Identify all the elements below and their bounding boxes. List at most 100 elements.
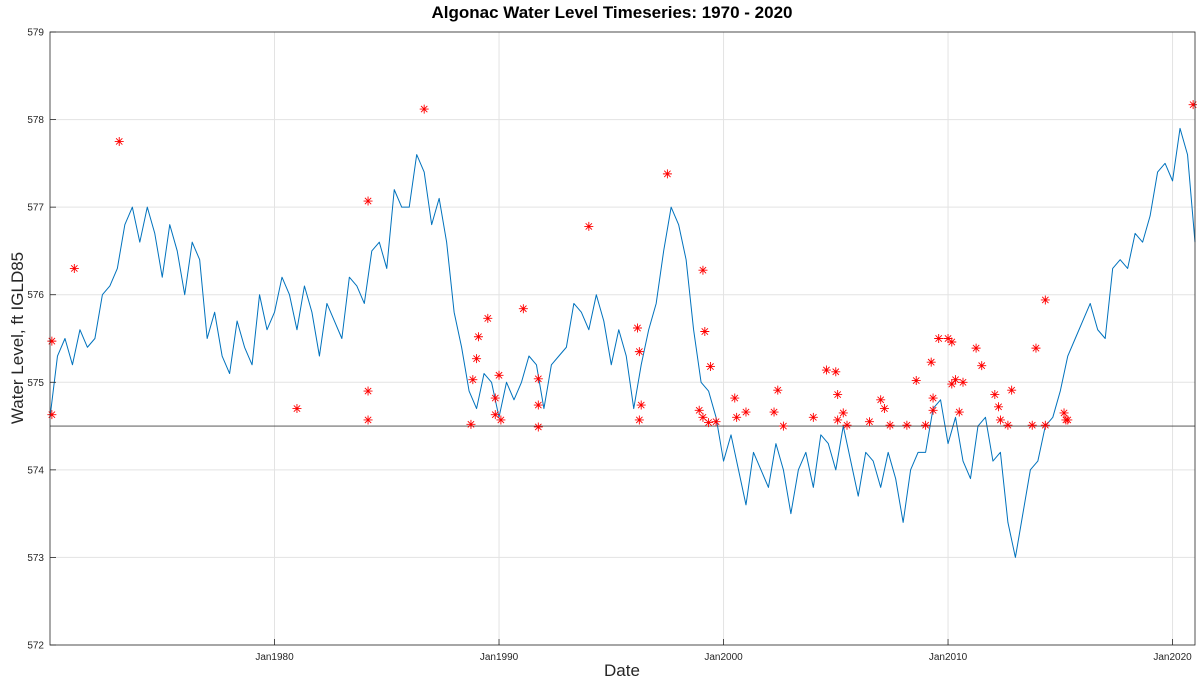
asterisk-marker	[533, 400, 543, 410]
axes: 572 573 574 575 576 577 578 579 Jan1980 Jan1990 Ja…	[27, 28, 1196, 663]
asterisk-marker	[954, 407, 964, 417]
asterisk-marker	[928, 405, 938, 415]
asterisk-marker	[732, 412, 742, 422]
asterisk-marker	[958, 377, 968, 387]
asterisk-marker	[47, 336, 57, 346]
asterisk-marker	[943, 334, 953, 343]
asterisk-marker	[994, 402, 1004, 412]
asterisk-marker	[879, 404, 889, 414]
asterisk-marker	[363, 196, 373, 206]
asterisk-marker	[928, 393, 938, 403]
x-tick-label: Jan2020	[1153, 652, 1192, 663]
asterisk-marker	[926, 357, 936, 367]
x-tick-label: Jan2010	[929, 652, 968, 663]
asterisk-marker	[1007, 385, 1017, 395]
asterisk-marker	[705, 362, 715, 372]
asterisk-marker	[1063, 415, 1073, 425]
asterisk-marker	[821, 365, 831, 375]
y-tick-label: 576	[27, 290, 44, 301]
asterisk-marker	[636, 400, 646, 410]
asterisk-marker	[934, 334, 944, 343]
asterisk-marker	[496, 415, 506, 425]
asterisk-marker	[911, 376, 921, 386]
asterisk-marker	[634, 415, 644, 425]
asterisk-marker	[1059, 408, 1069, 418]
asterisk-marker	[468, 375, 478, 385]
chart-title: Algonac Water Level Timeseries: 1970 - 2…	[432, 3, 793, 22]
water-level-line	[49, 127, 1196, 558]
plot-area	[47, 100, 1197, 558]
asterisk-marker	[842, 420, 852, 430]
asterisk-marker	[494, 370, 504, 380]
asterisk-marker	[662, 169, 672, 179]
y-tick-label: 574	[27, 465, 44, 476]
asterisk-marker	[833, 390, 843, 400]
asterisk-marker	[694, 405, 704, 415]
y-tick-label: 579	[27, 28, 44, 39]
y-tick-label: 577	[27, 203, 44, 214]
asterisk-marker	[921, 420, 931, 430]
asterisk-marker	[1031, 343, 1041, 353]
asterisk-marker	[632, 323, 642, 333]
plot-frame	[49, 31, 1196, 646]
asterisk-marker	[711, 417, 721, 427]
asterisk-marker	[876, 395, 886, 405]
asterisk-marker	[698, 412, 708, 422]
asterisk-marker	[533, 422, 543, 432]
asterisk-marker	[838, 408, 848, 418]
asterisk-marker	[490, 410, 500, 420]
asterisk-marker	[833, 415, 843, 425]
y-axis-label: Water Level, ft IGLD85	[8, 252, 27, 424]
asterisk-marker	[472, 354, 482, 364]
asterisk-marker	[947, 337, 957, 347]
asterisk-marker	[584, 221, 594, 231]
asterisk-marker	[363, 415, 373, 425]
asterisk-marker	[634, 347, 644, 357]
asterisk-marker	[902, 420, 912, 430]
x-tick-label: Jan1980	[255, 652, 294, 663]
asterisk-marker	[778, 421, 788, 431]
asterisk-marker	[114, 136, 124, 146]
x-tick-label: Jan2000	[704, 652, 743, 663]
asterisk-marker	[1040, 295, 1050, 305]
asterisk-marker	[518, 304, 528, 314]
asterisk-marker	[292, 404, 302, 414]
asterisk-marker	[466, 419, 476, 429]
y-tick-label: 575	[27, 378, 44, 389]
asterisk-marker	[831, 367, 841, 377]
asterisk-marker	[473, 332, 483, 342]
asterisk-marker	[741, 407, 751, 417]
asterisk-marker	[730, 393, 740, 403]
asterisk-marker	[483, 313, 493, 323]
asterisk-marker	[947, 379, 957, 389]
y-tick-label: 572	[27, 641, 44, 652]
asterisk-marker	[951, 375, 961, 385]
asterisk-marker	[419, 104, 429, 114]
asterisk-marker	[700, 326, 710, 336]
asterisk-marker	[1003, 420, 1013, 430]
asterisk-marker	[971, 343, 981, 353]
asterisk-marker	[1188, 100, 1197, 110]
asterisk-marker	[1027, 420, 1037, 430]
asterisk-marker	[533, 374, 543, 384]
x-axis-label: Date	[604, 661, 640, 680]
grid	[50, 31, 1195, 646]
asterisk-marker	[47, 410, 57, 420]
y-tick-label: 573	[27, 553, 44, 564]
asterisk-marker	[864, 417, 874, 427]
asterisk-marker	[1040, 420, 1050, 430]
asterisk-marker	[69, 263, 79, 273]
asterisk-marker	[990, 390, 1000, 400]
asterisk-marker	[490, 393, 500, 403]
asterisk-marker	[773, 385, 783, 395]
x-tick-label: Jan1990	[480, 652, 519, 663]
asterisk-marker	[704, 418, 714, 428]
asterisk-marker	[885, 420, 895, 430]
asterisk-marker	[995, 415, 1005, 425]
y-tick-label: 578	[27, 115, 44, 126]
asterisk-marker	[977, 361, 987, 371]
asterisk-marker	[769, 407, 779, 417]
asterisk-marker	[808, 412, 818, 422]
